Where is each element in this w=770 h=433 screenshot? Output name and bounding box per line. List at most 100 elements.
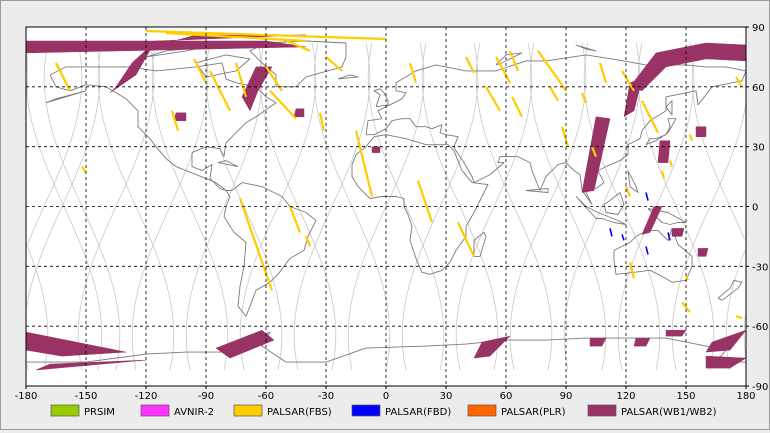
- fbs-strip: [416, 180, 434, 223]
- legend-item: AVNIR-2: [140, 404, 214, 418]
- fbd-strip: [645, 246, 649, 255]
- fbs-strip: [318, 112, 326, 131]
- fbs-strip: [681, 301, 691, 313]
- coastline: [647, 208, 687, 225]
- fbs-strip: [735, 76, 743, 88]
- legend-item: PALSAR(PLR): [467, 404, 566, 418]
- coastline: [665, 100, 673, 116]
- x-tick-label: 0: [383, 391, 389, 402]
- x-tick-label: -180: [15, 391, 38, 402]
- fbs-strip: [580, 92, 588, 104]
- y-tick-label: -60: [752, 322, 768, 333]
- legend-label: PRSIM: [84, 407, 115, 418]
- fbs-strip: [641, 100, 659, 134]
- coastline: [603, 192, 625, 215]
- wb-swath: [473, 335, 511, 359]
- legend-label: PALSAR(WB1/WB2): [621, 407, 717, 418]
- legend: PRSIM AVNIR-2 PALSAR(FBS) PALSAR(FBD) PALSAR…: [50, 404, 717, 418]
- legend-label: PALSAR(PLR): [501, 407, 566, 418]
- coastline: [645, 118, 677, 146]
- wb-swath: [671, 228, 685, 237]
- x-tick-label: 180: [736, 391, 755, 402]
- legend-swatch: [587, 404, 617, 417]
- fbd-strip: [621, 234, 625, 241]
- y-tick-label: -90: [752, 382, 768, 393]
- coastline: [373, 88, 389, 108]
- legend-label: AVNIR-2: [174, 407, 214, 418]
- fbs-strip: [495, 56, 511, 84]
- fbs-strip: [209, 70, 231, 112]
- coastline: [217, 160, 239, 168]
- fbs-strip: [304, 235, 312, 247]
- y-tick-label: 60: [752, 83, 765, 94]
- legend-swatch: [233, 404, 263, 417]
- fbs-strip: [590, 146, 598, 158]
- wb-swath: [665, 329, 687, 337]
- x-tick-label: 150: [676, 391, 695, 402]
- x-tick-label: -120: [135, 391, 158, 402]
- fbd-strip: [645, 192, 649, 201]
- wb-swath: [215, 329, 275, 359]
- fbs-strip: [281, 37, 311, 52]
- y-tick-label: 30: [752, 143, 765, 154]
- fbs-strip: [735, 315, 743, 320]
- legend-label: PALSAR(FBD): [385, 407, 451, 418]
- wb-swath: [109, 34, 307, 94]
- fbs-strip: [465, 56, 475, 74]
- fbs-strip: [537, 50, 567, 92]
- fbs-strip: [354, 130, 374, 197]
- fbd-strip: [609, 228, 613, 237]
- coastline: [45, 90, 87, 104]
- fbs-strip: [660, 170, 666, 179]
- legend-swatch: [140, 404, 170, 417]
- x-tick-label: 90: [560, 391, 573, 402]
- coastline: [351, 134, 489, 275]
- fbs-strip: [269, 90, 297, 120]
- fbs-strip: [81, 165, 87, 174]
- wb-swath: [589, 337, 607, 347]
- wb-swath: [705, 355, 747, 369]
- wb-swaths: [25, 34, 747, 371]
- wb-swath: [241, 66, 273, 112]
- fbs-strip: [688, 134, 694, 142]
- wb-swath: [633, 337, 651, 347]
- wb-swath: [657, 140, 671, 163]
- fbs-strip: [598, 62, 608, 84]
- fbs-strip: [624, 186, 632, 197]
- fbs-strip: [325, 56, 343, 72]
- legend-swatch: [351, 404, 381, 417]
- ground-track: [25, 42, 747, 371]
- wb-swath: [293, 108, 305, 118]
- legend-swatch: [467, 404, 497, 417]
- fbs-strip: [408, 62, 418, 84]
- fbs-strip: [55, 62, 71, 92]
- wb-swath: [697, 248, 709, 257]
- coastline: [365, 54, 747, 205]
- wb-swath: [371, 146, 381, 153]
- coastline: [575, 196, 627, 225]
- wb-swath: [35, 359, 147, 371]
- fbs-strip: [685, 275, 689, 281]
- fbs-strip: [238, 198, 274, 291]
- legend-item: PRSIM: [50, 404, 115, 418]
- x-tick-label: -90: [198, 391, 214, 402]
- wb-swath: [695, 126, 707, 137]
- x-tick-labels: -180 -150 -120 -90 -60 -30 0 30 60 90 120 150 180: [15, 386, 756, 402]
- y-tick-labels: 90 60 30 0 -30 -60 -90: [746, 23, 768, 393]
- fbs-strip: [508, 50, 520, 72]
- fbs-strip: [668, 160, 674, 167]
- coastline: [49, 62, 317, 317]
- fbs-strip: [193, 58, 207, 84]
- fbs-strip: [485, 86, 501, 112]
- legend-item: PALSAR(WB1/WB2): [587, 404, 717, 418]
- x-tick-label: 60: [500, 391, 513, 402]
- fbs-strip: [549, 86, 559, 102]
- fbs-strips: [55, 29, 743, 320]
- coastline: [627, 170, 639, 193]
- y-tick-label: -30: [752, 262, 768, 273]
- fbs-strip: [560, 126, 570, 148]
- wb-swath: [705, 329, 747, 353]
- wb-swath: [641, 206, 663, 235]
